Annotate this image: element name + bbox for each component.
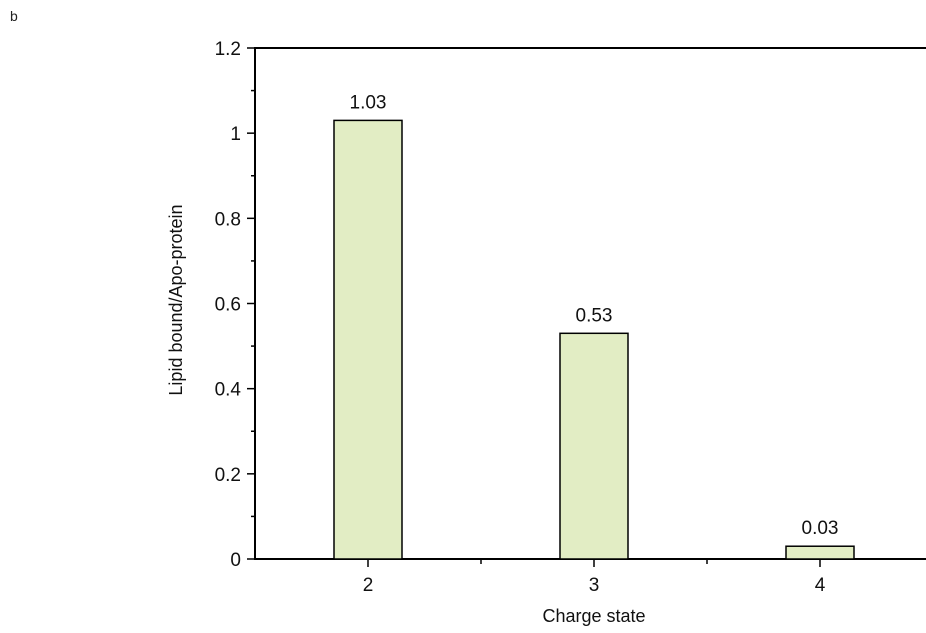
bar — [785, 545, 855, 560]
y-tick-label: 0 — [230, 550, 241, 571]
y-ticks: 0 0.2 0.4 0.6 0.8 1 1.2 — [215, 39, 255, 571]
bar-value-label: 0.53 — [576, 305, 613, 326]
x-tick-label: 2 — [363, 575, 374, 596]
y-axis-title: Lipid bound/Apo-protein — [166, 204, 186, 395]
x-ticks: 2 3 4 — [363, 559, 826, 596]
bar-value-label: 1.03 — [350, 92, 387, 113]
y-tick-label: 0.6 — [215, 295, 241, 316]
bar — [333, 119, 403, 560]
x-tick-label: 4 — [815, 575, 826, 596]
y-tick-label: 1.2 — [215, 39, 241, 60]
panel-label: b — [10, 8, 18, 24]
bar-value-label: 0.03 — [802, 518, 839, 539]
y-tick-label: 0.4 — [215, 380, 242, 401]
y-tick-label: 0.8 — [215, 209, 241, 230]
x-axis-title: Charge state — [542, 606, 645, 626]
y-tick-label: 1 — [230, 124, 241, 145]
bar — [559, 332, 629, 560]
y-tick-label: 0.2 — [215, 465, 241, 486]
bars: 1.03 0.53 0.03 — [333, 92, 855, 560]
x-tick-label: 3 — [589, 575, 600, 596]
